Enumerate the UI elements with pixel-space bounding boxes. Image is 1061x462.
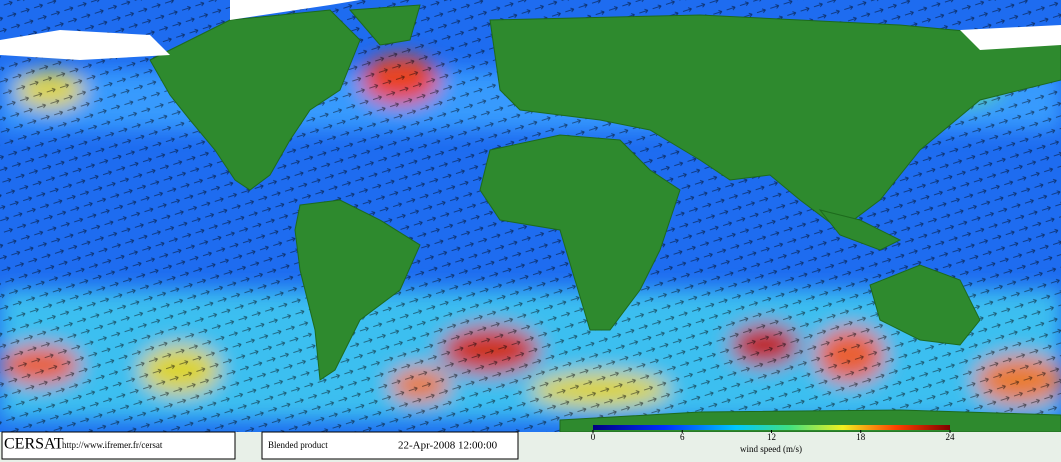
product: Blended product [268, 440, 328, 450]
colorbar-tick-label: 0 [591, 432, 596, 442]
info-box [261, 431, 519, 460]
colorbar-tick-label: 24 [946, 432, 956, 442]
ice [0, 0, 1061, 60]
colorbar [593, 425, 950, 430]
datetime: 22-Apr-2008 12:00:00 [398, 440, 498, 452]
colorbar-tick-label: 12 [767, 432, 776, 442]
logo: CERSAT [4, 436, 64, 453]
footer: CERSAT http://www.ifremer.fr/cersat Blen… [0, 425, 1061, 462]
logo-box [1, 431, 236, 460]
colorbar-label: wind speed (m/s) [740, 444, 802, 454]
colorbar-tick-label: 18 [856, 432, 866, 442]
url: http://www.ifremer.fr/cersat [62, 440, 163, 450]
colorbar-tick-label: 6 [680, 432, 685, 442]
